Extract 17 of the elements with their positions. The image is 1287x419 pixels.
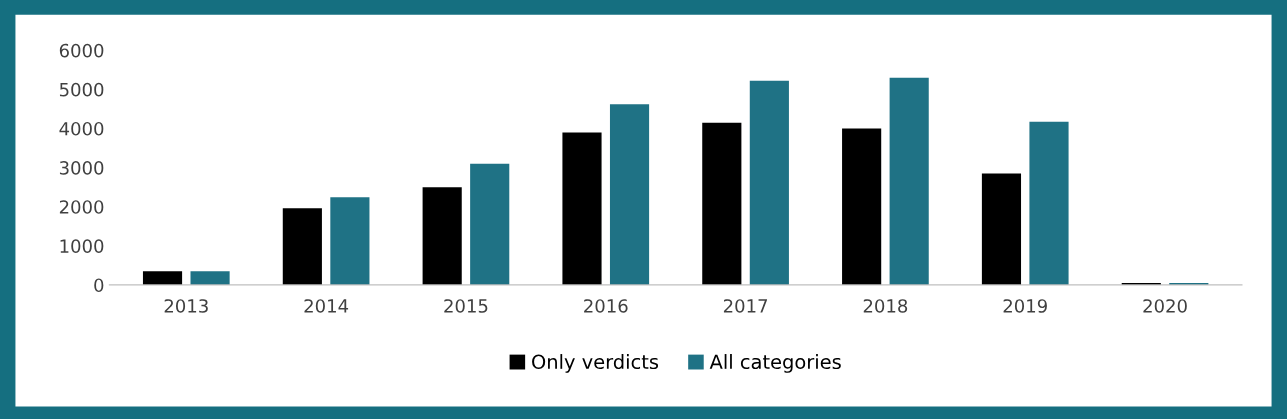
x-tick-label: 2016 — [584, 299, 628, 313]
x-tick-label: 2013 — [164, 299, 208, 313]
x-tick-label: 2019 — [1003, 299, 1047, 313]
y-tick-label: 6000 — [59, 43, 104, 58]
x-tick-label: 2017 — [723, 299, 768, 313]
y-tick-label: 3000 — [59, 161, 104, 175]
x-tick-label: 2018 — [863, 299, 908, 313]
legend-label: Only verdicts — [532, 354, 659, 373]
x-tick-label: 2015 — [444, 299, 488, 313]
x-tick-label: 2020 — [1143, 299, 1187, 313]
y-tick-label: 5000 — [59, 82, 104, 97]
y-tick-label: 2000 — [59, 200, 104, 214]
y-tick-label: 1000 — [60, 239, 104, 253]
x-tick-label: 2014 — [304, 299, 349, 313]
legend-label: All categories — [709, 354, 841, 373]
y-tick-label: 0 — [94, 278, 104, 293]
y-tick-label: 4000 — [59, 121, 104, 136]
